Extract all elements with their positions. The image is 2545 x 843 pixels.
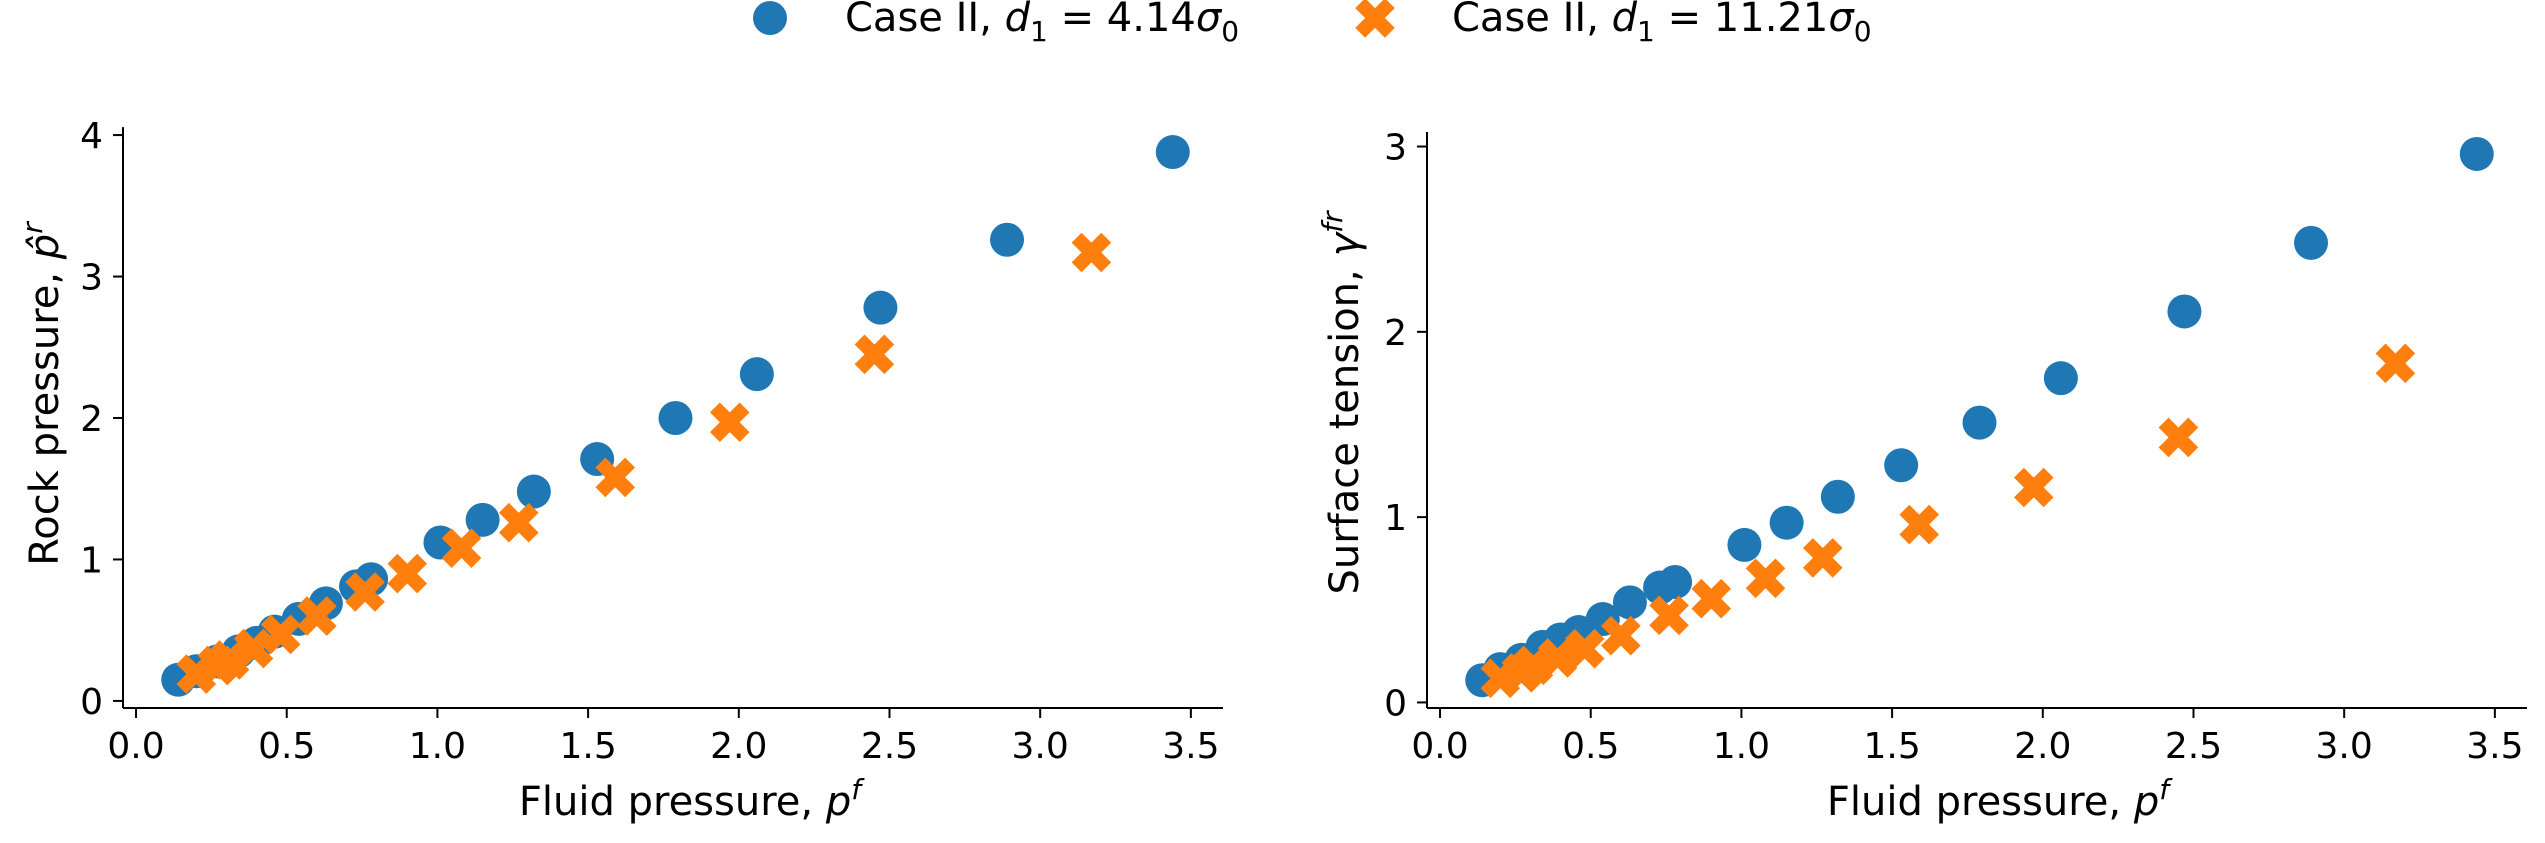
rock-pressure-y-axis-label: Rock pressure, p̂r xyxy=(16,221,68,566)
rock-pressure-point-x xyxy=(854,334,895,375)
rock-pressure-y-tick-label: 4 xyxy=(80,116,103,157)
rock-pressure-point-circle xyxy=(990,222,1025,257)
surface-tension-point-x xyxy=(1513,645,1554,686)
surface-tension-point-x xyxy=(1564,628,1605,669)
rock-pressure-point-x xyxy=(260,614,301,655)
surface-tension-point-circle xyxy=(1727,527,1762,562)
surface-tension-point-x xyxy=(1899,504,1940,545)
surface-tension-point-x xyxy=(2158,417,2199,458)
legend-label-1: Case II, d1 = 11.21σ0 xyxy=(1452,0,1872,48)
surface-tension-point-circle xyxy=(1769,505,1804,540)
rock-pressure-x-tick-label: 3.5 xyxy=(1162,726,1219,767)
rock-pressure-x-tick-label: 1.5 xyxy=(559,726,616,767)
legend-label-0: Case II, d1 = 4.14σ0 xyxy=(845,0,1239,48)
surface-tension-point-circle xyxy=(1612,585,1647,620)
rock-pressure-point-x xyxy=(209,640,250,680)
surface-tension-point-x xyxy=(1601,615,1641,656)
surface-tension-point-x xyxy=(2013,467,2054,508)
surface-tension-point-x xyxy=(1802,538,1843,578)
rock-pressure-marks xyxy=(161,135,1190,697)
legend: Case II, d1 = 4.14σ0 Case II, d1 = 11.21… xyxy=(753,0,1872,48)
surface-tension-x-tick-label: 1.5 xyxy=(1863,726,1920,767)
surface-tension-x-tick-label: 3.0 xyxy=(2316,726,2373,767)
rock-pressure-x-tick-label: 2.5 xyxy=(861,726,918,767)
surface-tension-y-axis-label: Surface tension, γfr xyxy=(1316,210,1368,594)
rock-pressure-point-circle xyxy=(516,474,551,509)
legend-entry-circle: Case II, d1 = 4.14σ0 xyxy=(753,0,1239,48)
rock-pressure-point-circle xyxy=(465,502,500,537)
rock-pressure-point-x xyxy=(297,596,337,636)
surface-tension-x-tick-label: 0.5 xyxy=(1562,726,1619,767)
rock-pressure-point-x xyxy=(709,402,750,443)
rock-pressure-axes: 0.0 0.5 1.0 1.5 2.0 2.5 3.0 3.5 0 1 2 3 4 xyxy=(80,116,1223,767)
rock-pressure-x-tick-label: 0.5 xyxy=(258,726,315,767)
rock-pressure-point-x xyxy=(441,528,482,568)
surface-tension-point-circle xyxy=(1658,564,1693,599)
rock-pressure-y-tick-label: 0 xyxy=(80,682,103,723)
surface-tension-x-tick-label: 0.0 xyxy=(1411,726,1468,767)
rock-pressure-x-tick-label: 2.0 xyxy=(710,726,767,767)
surface-tension-point-x xyxy=(1649,595,1689,636)
rock-pressure-point-x xyxy=(595,457,636,498)
legend-marker-circle xyxy=(753,1,787,35)
rock-pressure-plot: 0.0 0.5 1.0 1.5 2.0 2.5 3.0 3.5 0 1 2 3 4 Fluid pres… xyxy=(16,116,1223,825)
surface-tension-point-x xyxy=(1537,638,1578,678)
legend-entry-x: Case II, d1 = 11.21σ0 xyxy=(1355,0,1872,48)
surface-tension-point-circle xyxy=(1962,405,1997,440)
surface-tension-y-tick-label: 0 xyxy=(1384,683,1407,724)
surface-tension-x-tick-label: 2.5 xyxy=(2165,726,2222,767)
surface-tension-plot: 0.0 0.5 1.0 1.5 2.0 2.5 3.0 3.5 0 1 2 3 Fluid press… xyxy=(1316,128,2527,825)
rock-pressure-point-x xyxy=(345,572,385,612)
rock-pressure-point-x xyxy=(233,628,274,669)
surface-tension-y-tick-label: 3 xyxy=(1384,128,1407,169)
rock-pressure-point-circle xyxy=(863,290,898,325)
surface-tension-point-circle xyxy=(2043,361,2078,396)
surface-tension-point-circle xyxy=(1820,479,1855,514)
surface-tension-point-x xyxy=(1745,558,1786,599)
legend-marker-x xyxy=(1355,0,1395,38)
rock-pressure-point-x xyxy=(498,502,539,543)
rock-pressure-x-tick-label: 1.0 xyxy=(409,726,466,767)
legend-label-0-prefix: Case II, xyxy=(845,0,1005,41)
rock-pressure-x-axis-label: Fluid pressure, pf xyxy=(519,773,865,825)
rock-pressure-x-tick-label: 3.0 xyxy=(1012,726,1069,767)
surface-tension-point-circle xyxy=(2294,225,2329,260)
surface-tension-x-tick-label: 3.5 xyxy=(2466,726,2523,767)
surface-tension-point-circle xyxy=(2167,294,2202,329)
surface-tension-point-x xyxy=(1691,578,1732,619)
surface-tension-point-circle xyxy=(1884,448,1919,483)
rock-pressure-point-circle xyxy=(658,401,693,435)
surface-tension-marks xyxy=(1465,136,2494,699)
surface-tension-x-tick-label: 2.0 xyxy=(2014,726,2071,767)
surface-tension-y-tick-label: 1 xyxy=(1384,498,1407,539)
rock-pressure-point-circle xyxy=(739,357,774,392)
rock-pressure-y-tick-label: 2 xyxy=(80,399,103,440)
surface-tension-point-x xyxy=(2375,343,2416,384)
surface-tension-x-axis-label: Fluid pressure, pf xyxy=(1827,773,2173,825)
surface-tension-axes: 0.0 0.5 1.0 1.5 2.0 2.5 3.0 3.5 0 1 2 3 xyxy=(1384,128,2527,767)
rock-pressure-y-tick-label: 3 xyxy=(80,258,103,299)
rock-pressure-point-circle xyxy=(1155,135,1190,170)
surface-tension-point-circle xyxy=(2459,136,2494,171)
rock-pressure-point-x xyxy=(387,553,428,594)
legend-label-1-prefix: Case II, xyxy=(1452,0,1612,41)
rock-pressure-y-tick-label: 1 xyxy=(80,540,103,581)
surface-tension-x-tick-label: 1.0 xyxy=(1713,726,1770,767)
surface-tension-y-tick-label: 2 xyxy=(1384,313,1407,354)
rock-pressure-point-x xyxy=(1071,232,1112,273)
rock-pressure-x-tick-label: 0.0 xyxy=(107,726,164,767)
